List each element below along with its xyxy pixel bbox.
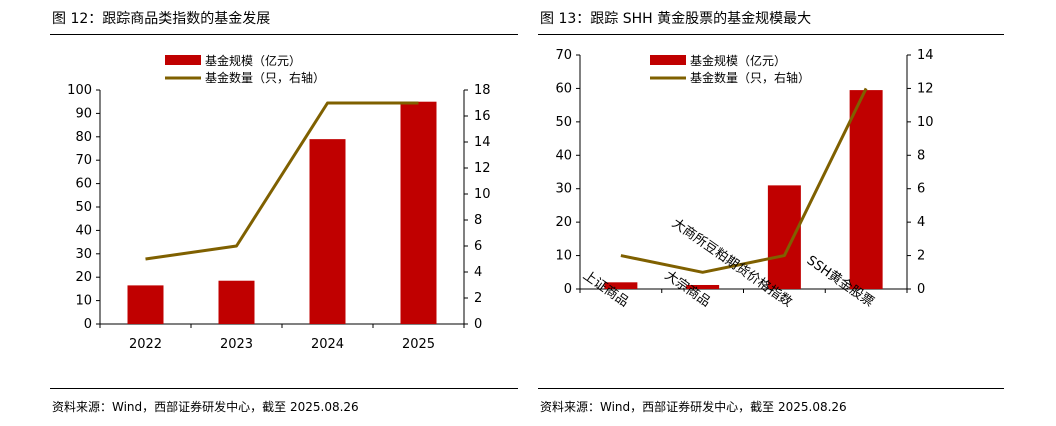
series-line bbox=[145, 101, 419, 261]
y-tick-label-left: 30 bbox=[75, 247, 92, 262]
y-tick-label-right: 0 bbox=[474, 317, 482, 332]
source-rule bbox=[538, 388, 1004, 389]
y-tick-label-left: 80 bbox=[75, 130, 92, 145]
bar bbox=[127, 285, 164, 324]
y-tick-label-left: 90 bbox=[75, 106, 92, 121]
y-tick-label-right: 4 bbox=[917, 215, 925, 230]
y-tick-label-left: 70 bbox=[555, 48, 572, 63]
y-tick-label-right: 12 bbox=[917, 81, 934, 96]
y-tick-label-left: 50 bbox=[555, 115, 572, 130]
source-note: 资料来源：Wind，西部证券研发中心，截至 2025.08.26 bbox=[540, 400, 847, 414]
chart-title: 图 13：跟踪 SHH 黄金股票的基金规模最大 bbox=[540, 11, 812, 27]
y-tick-label-left: 40 bbox=[75, 223, 92, 238]
legend-label: 基金规模（亿元） bbox=[205, 53, 301, 68]
y-tick-label-left: 0 bbox=[84, 317, 92, 332]
legend-swatch-bar bbox=[165, 55, 201, 65]
legend-label: 基金数量（只，右轴） bbox=[205, 70, 325, 85]
y-tick-label-left: 20 bbox=[75, 270, 92, 285]
x-tick-label: 2025 bbox=[402, 337, 435, 352]
x-tick-label: 2024 bbox=[311, 337, 344, 352]
y-tick-label-right: 10 bbox=[474, 187, 491, 202]
title-rule bbox=[50, 34, 518, 35]
bar bbox=[849, 90, 883, 289]
chart-title: 图 12：跟踪商品类指数的基金发展 bbox=[52, 11, 271, 27]
y-tick-label-right: 8 bbox=[917, 148, 925, 163]
y-tick-label-left: 10 bbox=[555, 249, 572, 264]
y-tick-label-right: 14 bbox=[917, 48, 934, 63]
bar bbox=[400, 101, 437, 324]
y-tick-label-left: 0 bbox=[564, 282, 572, 297]
x-tick-label: 2023 bbox=[220, 337, 253, 352]
y-tick-label-right: 10 bbox=[917, 115, 934, 130]
y-tick-label-left: 10 bbox=[75, 294, 92, 309]
y-tick-label-right: 8 bbox=[474, 213, 482, 228]
legend-label: 基金规模（亿元） bbox=[690, 53, 786, 68]
y-tick-label-left: 20 bbox=[555, 215, 572, 230]
y-tick-label-right: 0 bbox=[917, 282, 925, 297]
series-line bbox=[620, 87, 868, 274]
y-tick-label-right: 12 bbox=[474, 161, 491, 176]
y-tick-label-right: 4 bbox=[474, 265, 482, 280]
y-tick-label-right: 6 bbox=[474, 239, 482, 254]
source-note: 资料来源：Wind，西部证券研发中心，截至 2025.08.26 bbox=[52, 400, 359, 414]
y-tick-label-left: 60 bbox=[555, 81, 572, 96]
y-tick-label-right: 16 bbox=[474, 109, 491, 124]
title-rule bbox=[538, 34, 1004, 35]
x-tick-label: 2022 bbox=[129, 337, 162, 352]
y-tick-label-right: 6 bbox=[917, 182, 925, 197]
y-tick-label-right: 18 bbox=[474, 83, 491, 98]
y-tick-label-left: 50 bbox=[75, 200, 92, 215]
y-tick-label-right: 2 bbox=[474, 291, 482, 306]
bar bbox=[218, 280, 255, 324]
y-tick-label-left: 30 bbox=[555, 182, 572, 197]
y-tick-label-left: 100 bbox=[67, 83, 92, 98]
legend-swatch-bar bbox=[650, 55, 686, 65]
y-tick-label-right: 14 bbox=[474, 135, 491, 150]
source-rule bbox=[50, 388, 518, 389]
legend-label: 基金数量（只，右轴） bbox=[690, 70, 810, 85]
y-tick-label-left: 60 bbox=[75, 177, 92, 192]
bar bbox=[686, 284, 720, 289]
y-tick-label-right: 2 bbox=[917, 249, 925, 264]
y-tick-label-left: 40 bbox=[555, 148, 572, 163]
bar bbox=[604, 282, 638, 289]
y-tick-label-left: 70 bbox=[75, 153, 92, 168]
bar bbox=[309, 139, 346, 324]
bar bbox=[767, 185, 801, 289]
